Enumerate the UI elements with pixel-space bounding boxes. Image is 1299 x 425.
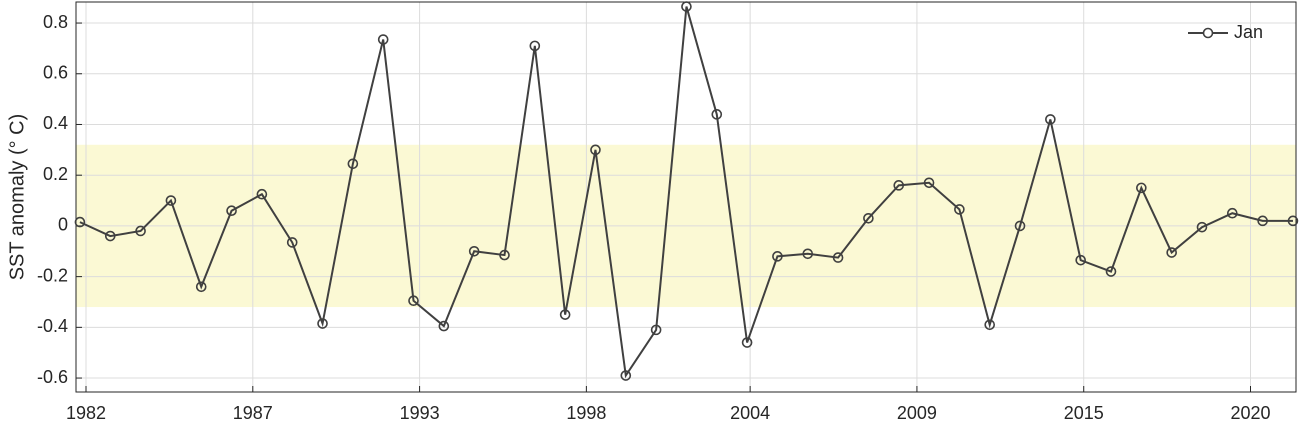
data-point [741,337,753,348]
data-point [802,248,814,260]
legend-marker [1202,27,1214,39]
y-tick-label: -0.6 [37,367,68,387]
data-point [468,245,480,257]
data-point [104,230,116,242]
data-point [499,249,510,261]
data-point [620,370,632,381]
data-point [408,295,419,307]
data-point [529,40,541,52]
data-point [226,205,237,216]
data-point [1105,266,1117,277]
data-point [1257,215,1268,227]
data-point [1136,182,1147,194]
data-point [1045,114,1056,125]
data-point [772,251,783,262]
data-line [79,6,1293,379]
data-point [1014,220,1026,232]
data-point [590,144,601,156]
x-tick-label: 2020 [1230,403,1270,423]
data-point [863,213,874,224]
data-point [165,195,177,206]
data-point [923,177,935,189]
data-point [317,318,328,329]
data-point [1227,207,1238,219]
data-point [711,109,723,120]
y-tick-label: -0.4 [37,316,68,336]
data-point [681,1,692,12]
y-tick-label: 0 [58,215,68,235]
data-point [286,237,298,248]
data-point [832,252,844,263]
legend-label: Jan [1234,22,1263,42]
y-tick-label: 0.4 [43,113,68,133]
x-tick-label: 1987 [233,403,273,423]
y-axis-label: SST anomaly (° C) [6,114,28,281]
x-tick-label: 2004 [730,403,770,423]
y-tick-label: 0.2 [43,164,68,184]
x-tick-label: 1998 [566,403,606,423]
y-tick-label: 0.6 [43,63,68,83]
data-point [74,216,86,228]
data-point [954,204,965,215]
data-point [1287,215,1299,227]
x-tick-label: 1993 [400,403,440,423]
y-tick-label: -0.2 [37,265,68,285]
data-point [347,158,359,170]
data-point [559,309,571,320]
data-point [893,180,905,191]
data-point [1196,221,1208,233]
x-tick-label: 2009 [897,403,937,423]
x-tick-label: 1982 [66,403,106,423]
data-point [377,34,389,45]
data-point [1166,247,1177,258]
data-point [256,188,268,200]
data-point [1075,254,1086,266]
x-tick-label: 2015 [1064,403,1104,423]
data-point [438,320,450,332]
data-point [984,319,996,331]
y-tick-label: 0.8 [43,12,68,32]
data-point [195,281,207,293]
data-point [135,225,146,237]
data-point [650,324,662,336]
